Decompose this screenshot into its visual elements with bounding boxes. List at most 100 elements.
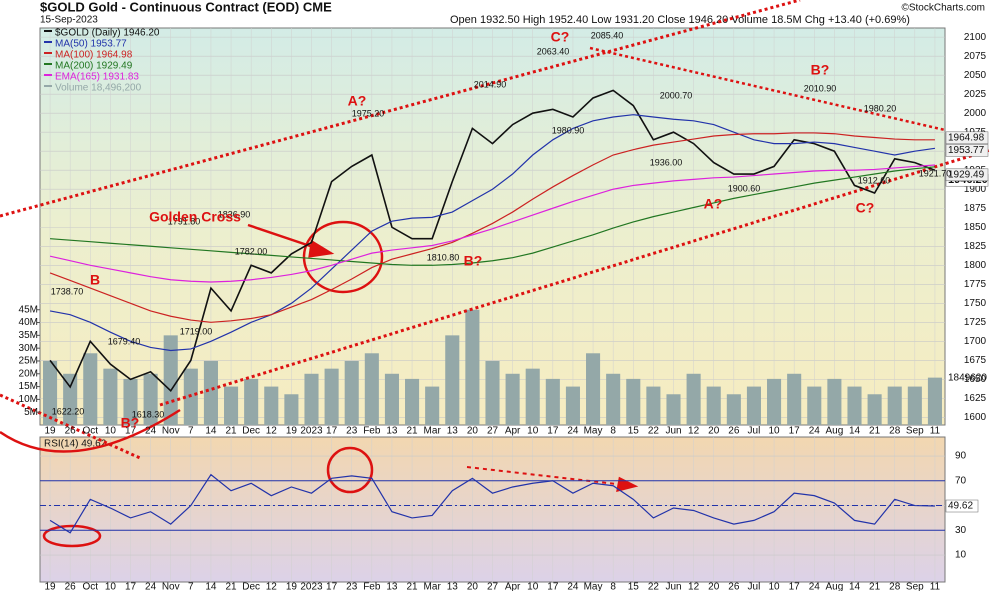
x-tick-label: 26: [728, 582, 740, 591]
x-tick-label: 17: [125, 582, 137, 591]
x-tick-label: 21: [869, 582, 881, 591]
legend-label: MA(200) 1929.49: [55, 61, 133, 72]
x-tick-label: 15: [628, 582, 640, 591]
y-tick-label: 1875: [964, 203, 987, 214]
x-tick-label: 17: [326, 582, 338, 591]
series-line: [49, 89, 936, 393]
volume-bar: [83, 353, 98, 425]
volume-bar: [847, 386, 862, 425]
price-label-box: [945, 131, 989, 145]
x-tick-label: 17: [326, 426, 338, 437]
volume-bar: [244, 378, 259, 425]
price-annotation: 1980.90: [552, 125, 585, 135]
volume-bar: [686, 373, 701, 425]
x-tick-label: Feb: [363, 426, 381, 437]
x-tick-label: 12: [688, 426, 700, 437]
volume-bar: [344, 360, 359, 425]
x-tick-label: Jul: [748, 426, 761, 437]
volume-bar: [304, 373, 319, 425]
volume-bar: [907, 386, 922, 425]
y-tick-label: 1625: [964, 393, 987, 404]
x-tick-label: 10: [105, 426, 117, 437]
x-tick-label: 10: [105, 582, 117, 591]
price-annotation: 1782.00: [235, 246, 268, 256]
x-tick-label: 24: [809, 426, 821, 437]
volume-bar: [525, 368, 540, 425]
legend-label: EMA(165) 1931.83: [55, 72, 139, 83]
y-tick-label: 1700: [964, 336, 987, 347]
legend-swatch: [44, 85, 52, 87]
y2-tick-label: 25M: [19, 356, 38, 367]
x-tick-label: 20: [467, 582, 479, 591]
x-tick-label: 24: [809, 582, 821, 591]
volume-bar: [203, 360, 218, 425]
volume-bar: [364, 353, 379, 425]
x-tick-label: 26: [65, 582, 77, 591]
price-annotation: 1791.80: [168, 216, 201, 226]
annotation-drawings: [0, 0, 990, 548]
chart-title: $GOLD Gold - Continuous Contract (EOD) C…: [40, 0, 332, 14]
x-tick-label: 2023: [300, 426, 323, 437]
volume-bar: [807, 386, 822, 425]
x-tick-label: 11: [930, 582, 941, 591]
volume-bar: [224, 386, 239, 425]
y-tick-label: 30: [955, 525, 967, 536]
legend-label: MA(100) 1964.98: [55, 50, 133, 61]
x-tick-label: Nov: [162, 582, 180, 591]
series-line: [49, 164, 935, 283]
x-tick-label: Sep: [906, 426, 924, 437]
x-tick-label: 17: [547, 426, 559, 437]
volume-bar: [123, 378, 138, 425]
volume-bar: [384, 373, 399, 425]
wave-label: B: [90, 272, 100, 288]
credit: ©StockCharts.com: [901, 3, 985, 14]
legend-swatch: [44, 52, 52, 54]
x-tick-label: Aug: [825, 426, 843, 437]
wave-label: A?: [348, 93, 367, 109]
volume-bar: [606, 373, 621, 425]
x-tick-label: 7: [188, 426, 194, 437]
volume-bar: [103, 368, 118, 425]
legend-swatch: [44, 41, 52, 43]
x-tick-label: Aug: [825, 582, 843, 591]
wave-label: B?: [464, 253, 483, 269]
wave-label: A?: [704, 196, 723, 212]
x-tick-label: 19: [286, 426, 298, 437]
x-tick-label: 27: [487, 582, 499, 591]
wave-label: Golden Cross: [149, 209, 241, 225]
x-tick-label: Oct: [82, 426, 98, 437]
x-tick-label: 17: [125, 426, 137, 437]
x-tick-label: 20: [467, 426, 479, 437]
x-tick-label: Sep: [906, 582, 924, 591]
x-tick-label: 7: [188, 582, 194, 591]
legend-swatch: [44, 30, 52, 32]
volume-bar: [405, 378, 420, 425]
x-tick-label: 12: [266, 426, 278, 437]
x-tick-label: 28: [889, 582, 901, 591]
legend-swatch: [44, 74, 52, 76]
x-tick-label: 22: [648, 582, 660, 591]
y-tick-label: 70: [955, 475, 967, 486]
volume-bar: [586, 353, 601, 425]
price-label-box: [945, 168, 989, 182]
x-tick-label: 10: [527, 426, 539, 437]
price-annotation: 2000.70: [660, 90, 693, 100]
x-tick-label: 8: [610, 582, 616, 591]
x-tick-label: 13: [386, 426, 398, 437]
legend-label: MA(50) 1953.77: [55, 39, 127, 50]
price-annotation: 1900.60: [728, 183, 761, 193]
volume-bar: [143, 373, 158, 425]
rsi-value-label: 49.62: [948, 501, 973, 512]
x-tick-label: 13: [447, 426, 459, 437]
x-tick-label: Oct: [82, 582, 98, 591]
x-tick-label: 17: [789, 582, 801, 591]
volume-bar: [465, 309, 480, 425]
volume-bar: [505, 373, 520, 425]
y2-tick-label: 30M: [19, 343, 38, 354]
price-label-box: [945, 144, 989, 157]
volume-bar: [324, 368, 339, 425]
price-annotation: 1912.60: [858, 175, 891, 185]
y-tick-label: 1825: [964, 241, 987, 252]
x-tick-label: 17: [789, 426, 801, 437]
wave-label: B?: [121, 415, 140, 431]
